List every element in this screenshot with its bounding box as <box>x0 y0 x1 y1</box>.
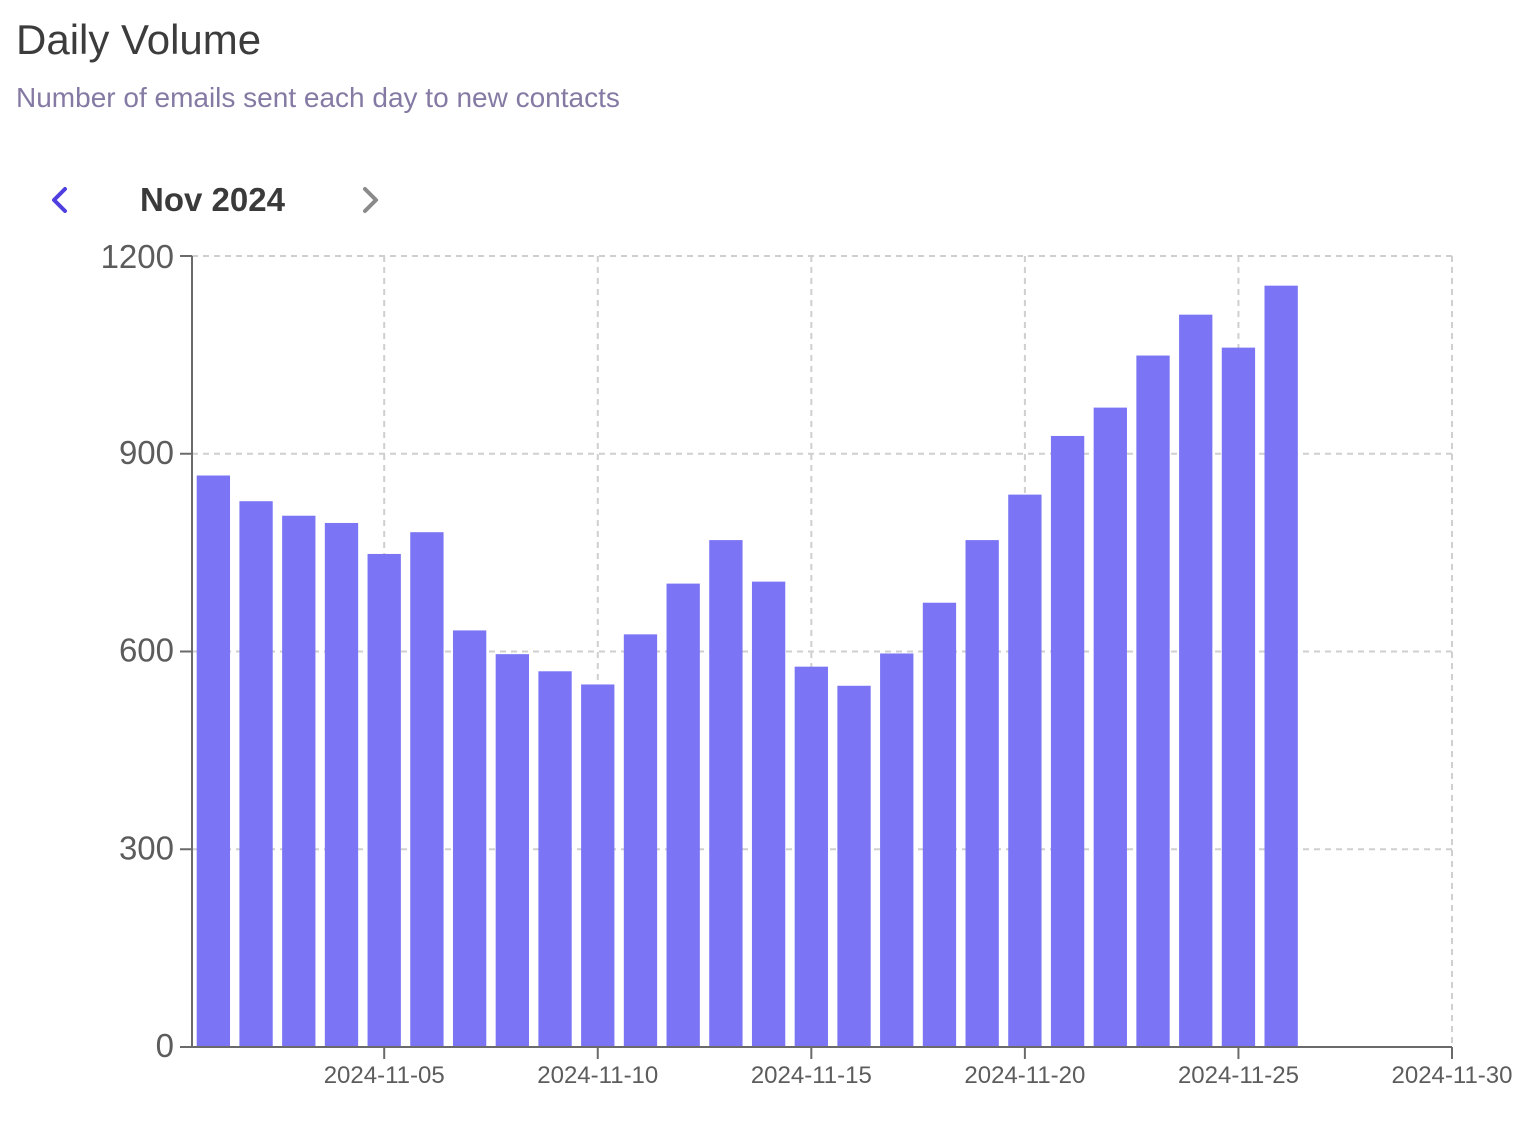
chevron-right-icon <box>363 187 378 213</box>
axes <box>180 255 1453 1059</box>
bar-2024-11-10[interactable] <box>581 684 615 1047</box>
y-tick-label: 0 <box>156 1027 174 1064</box>
bar-2024-11-21[interactable] <box>1050 435 1085 1047</box>
x-tick-label: 2024-11-30 <box>1392 1062 1513 1089</box>
bar-2024-11-25[interactable] <box>1221 347 1256 1048</box>
bar-2024-11-20[interactable] <box>1008 494 1042 1047</box>
bar-2024-11-03[interactable] <box>282 515 316 1047</box>
bar-2024-11-02[interactable] <box>239 501 273 1048</box>
x-tick-label: 2024-11-25 <box>1178 1062 1299 1089</box>
bars <box>196 285 1298 1048</box>
bar-2024-11-18[interactable] <box>922 602 957 1047</box>
bar-2024-11-17[interactable] <box>880 653 914 1047</box>
bar-2024-11-08[interactable] <box>495 654 529 1047</box>
bar-2024-11-13[interactable] <box>709 540 743 1047</box>
x-tick-label: 2024-11-10 <box>537 1062 658 1089</box>
y-tick-label: 300 <box>119 829 174 866</box>
bar-2024-11-14[interactable] <box>751 581 786 1047</box>
bar-2024-11-22[interactable] <box>1093 407 1127 1047</box>
bar-2024-11-15[interactable] <box>794 666 828 1047</box>
bar-2024-11-23[interactable] <box>1136 355 1170 1047</box>
bar-2024-11-09[interactable] <box>538 671 572 1047</box>
bar-2024-11-26[interactable] <box>1264 285 1298 1048</box>
previous-month-button[interactable] <box>38 178 82 222</box>
bar-2024-11-11[interactable] <box>623 634 658 1047</box>
bar-2024-11-04[interactable] <box>324 522 359 1047</box>
y-tick-label: 1200 <box>101 238 174 275</box>
tick-labels: 0 300 600 900 1200 2024-11-05 2024-11-10 2024-1… <box>101 238 1513 1089</box>
next-month-button[interactable] <box>348 178 392 222</box>
y-tick-label: 900 <box>119 434 174 471</box>
chevron-left-icon <box>52 187 67 213</box>
bar-2024-11-06[interactable] <box>410 532 444 1047</box>
bar-2024-11-12[interactable] <box>666 583 700 1047</box>
bar-2024-11-19[interactable] <box>965 540 999 1047</box>
chart-subtitle: Number of emails sent each day to new co… <box>16 82 620 113</box>
bar-2024-11-16[interactable] <box>837 685 871 1047</box>
x-tick-label: 2024-11-20 <box>964 1062 1085 1089</box>
bar-2024-11-07[interactable] <box>452 630 487 1047</box>
bar-2024-11-24[interactable] <box>1179 314 1213 1047</box>
x-tick-label: 2024-11-05 <box>324 1062 445 1089</box>
bar-2024-11-01[interactable] <box>196 475 231 1047</box>
chart-title: Daily Volume <box>16 16 262 63</box>
x-tick-label: 2024-11-15 <box>751 1062 872 1089</box>
bar-2024-11-05[interactable] <box>367 553 401 1047</box>
y-tick-label: 600 <box>119 632 174 669</box>
current-month-label: Nov 2024 <box>140 181 285 218</box>
